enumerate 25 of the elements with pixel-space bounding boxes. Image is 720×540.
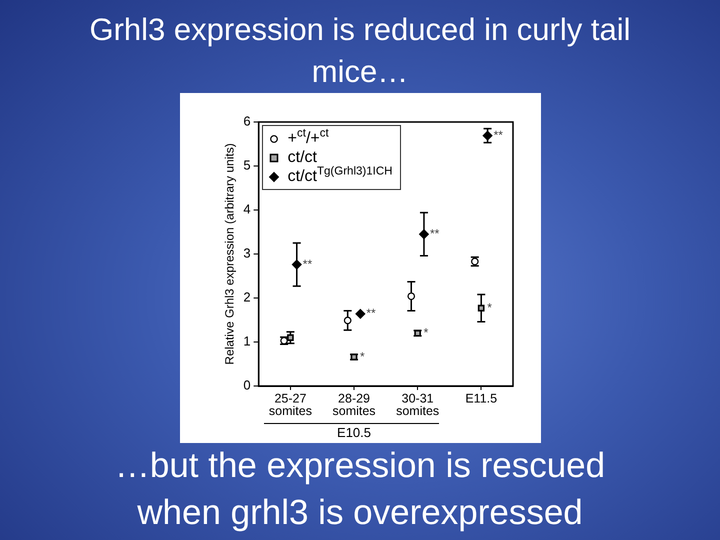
annotation: ** bbox=[430, 226, 440, 241]
annotation: * bbox=[487, 300, 492, 314]
x-tick-label: 28-29 somites bbox=[332, 392, 376, 418]
y-tick-label: 5 bbox=[243, 158, 251, 173]
y-tick-label: 6 bbox=[243, 114, 251, 129]
legend-label: ct/ct bbox=[288, 148, 317, 167]
annotation: ** bbox=[494, 128, 504, 142]
annotation: * bbox=[424, 326, 429, 340]
legend-label: +$^{ct}$/+$^{ct}$ bbox=[288, 128, 329, 148]
x-tick-label: 30-31 somites bbox=[396, 392, 440, 418]
x-tick-label: 25-27 somites bbox=[268, 392, 312, 418]
y-tick-label: 1 bbox=[243, 334, 251, 349]
y-tick-label: 4 bbox=[243, 202, 251, 217]
legend-label: ct/ct$^{Tg(Grhl3)1ICH}$ bbox=[288, 166, 392, 186]
y-tick-label: 0 bbox=[243, 378, 251, 393]
x-tick-label: E11.5 bbox=[465, 392, 498, 406]
chart-title: Grhl3 expression is reduced in curly tail mice… bbox=[88, 11, 632, 91]
y-tick-label: 3 bbox=[243, 246, 251, 261]
annotation: ** bbox=[302, 256, 312, 271]
text: E10.5 bbox=[337, 425, 372, 440]
annotation: * bbox=[360, 349, 366, 364]
annotation: ** bbox=[366, 306, 376, 320]
y-axis-title: Relative Grhl3 expression (arbitrary units) bbox=[222, 143, 237, 365]
text: …but the expression is rescued when grhl3 is overexpressed bbox=[114, 445, 606, 534]
y-tick-label: 2 bbox=[243, 290, 251, 305]
